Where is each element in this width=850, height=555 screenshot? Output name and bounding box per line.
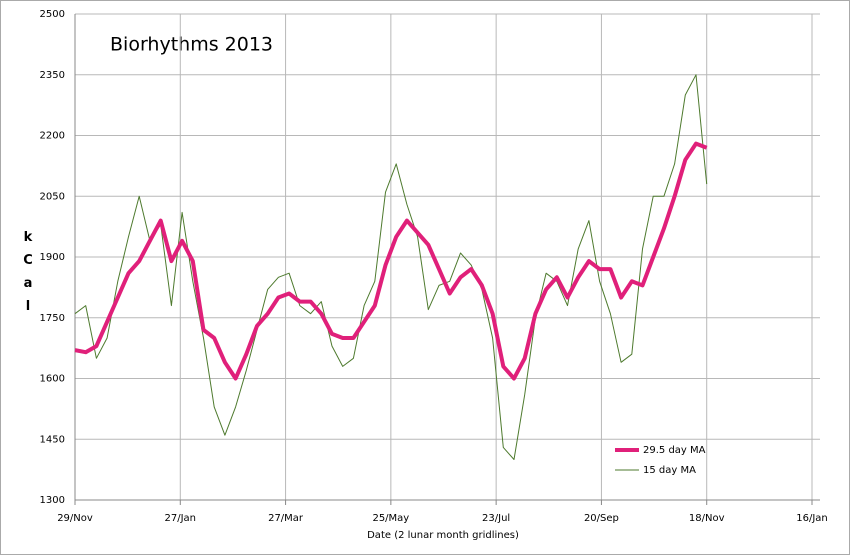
y-tick-label: 1450	[40, 434, 65, 445]
data-line	[74, 141, 708, 381]
y-tick-label: 1300	[40, 495, 65, 506]
x-tick-label: 16/Jan	[796, 513, 828, 524]
legend-label: 15 day MA	[643, 465, 696, 476]
y-tick-label: 1600	[40, 374, 65, 385]
x-axis-label: Date (2 lunar month gridlines)	[367, 530, 519, 541]
y-tick-label: 2050	[40, 191, 65, 202]
chart-title: Biorhythms 2013	[110, 34, 273, 56]
y-tick-label: 1900	[40, 252, 65, 263]
y-axis-label: kCal	[21, 230, 36, 322]
x-tick-label: 27/Mar	[268, 513, 304, 524]
data-line	[74, 74, 708, 460]
x-tick-label: 23/Jul	[482, 513, 510, 524]
y-tick-label: 2500	[40, 9, 65, 20]
x-tick-label: 25/May	[372, 513, 409, 524]
y-tick-label: 2200	[40, 131, 65, 142]
x-tick-label: 29/Nov	[57, 513, 93, 524]
x-tick-label: 27/Jan	[165, 513, 197, 524]
y-tick-label: 1750	[40, 313, 65, 324]
legend-label: 29.5 day MA	[643, 445, 706, 456]
x-tick-label: 18/Nov	[689, 513, 725, 524]
y-tick-label: 2350	[40, 70, 65, 81]
x-tick-label: 20/Sep	[584, 513, 619, 524]
